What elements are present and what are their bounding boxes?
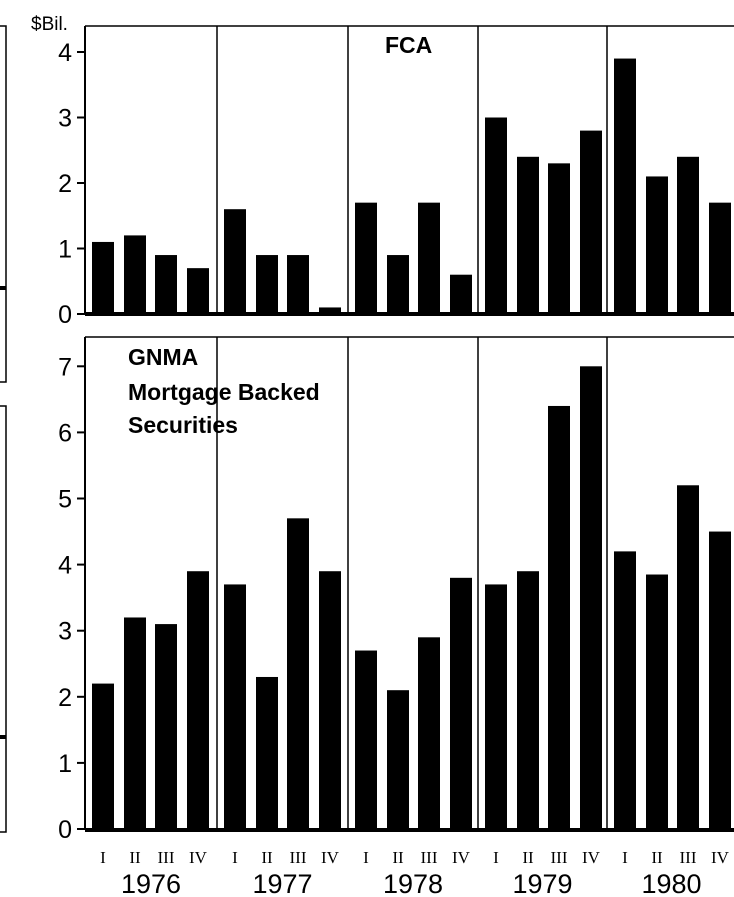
gnma-bar	[124, 617, 146, 829]
x-quarter-label: II	[651, 848, 663, 867]
gnma-y-tick-label: 1	[58, 750, 72, 778]
fca-bar	[124, 235, 146, 314]
gnma-title-line-2: Mortgage Backed	[128, 379, 320, 405]
fca-bar	[319, 307, 341, 314]
gnma-bar	[187, 571, 209, 829]
x-quarter-label: III	[551, 848, 568, 867]
fca-bar	[187, 268, 209, 314]
x-quarter-label: III	[290, 848, 307, 867]
gnma-y-tick-label: 4	[58, 552, 72, 580]
x-quarter-label: IV	[189, 848, 208, 867]
x-quarter-label: IV	[711, 848, 730, 867]
gnma-bar	[355, 650, 377, 829]
gnma-bar	[92, 683, 114, 829]
left-edge-fragments	[0, 25, 7, 833]
x-quarter-label: IV	[452, 848, 471, 867]
fca-title: FCA	[385, 32, 432, 58]
gnma-y-tick-label: 2	[58, 684, 72, 712]
x-quarter-label: III	[421, 848, 438, 867]
fca-bar	[287, 255, 309, 314]
gnma-bar	[709, 531, 731, 829]
x-quarter-label: IV	[321, 848, 340, 867]
fca-bar	[709, 202, 731, 314]
fca-bar	[155, 255, 177, 314]
x-quarter-label: I	[493, 848, 499, 867]
gnma-bar	[155, 624, 177, 829]
gnma-bar	[287, 518, 309, 829]
fca-bar	[485, 117, 507, 314]
x-year-label: 1976	[121, 869, 181, 897]
gnma-title-line-1: GNMA	[128, 344, 198, 370]
fca-bar	[450, 274, 472, 314]
gnma-bar	[580, 366, 602, 829]
fca-y-tick-label: 0	[58, 301, 72, 329]
gnma-bar	[485, 584, 507, 829]
gnma-title-line-3: Securities	[128, 412, 238, 438]
x-quarter-label: II	[129, 848, 141, 867]
fca-bar	[92, 241, 114, 314]
x-quarter-label: II	[522, 848, 534, 867]
gnma-y-tick-label: 5	[58, 486, 72, 514]
fca-bar	[517, 156, 539, 314]
y-axis-unit-label: $Bil.	[31, 14, 68, 35]
gnma-bar	[517, 571, 539, 829]
gnma-bar	[614, 551, 636, 829]
x-year-label: 1979	[512, 869, 572, 897]
gnma-bar	[256, 676, 278, 829]
fca-y-tick-label: 2	[58, 170, 72, 198]
gnma-y-tick-label: 7	[58, 353, 72, 381]
gnma-y-tick-label: 6	[58, 419, 72, 447]
fca-bar	[677, 156, 699, 314]
x-quarter-label: III	[680, 848, 697, 867]
x-year-label: 1980	[641, 869, 701, 897]
x-quarter-label: IV	[582, 848, 601, 867]
x-quarter-label: II	[261, 848, 273, 867]
x-quarter-label: II	[392, 848, 404, 867]
gnma-bar	[677, 485, 699, 829]
fca-bar	[580, 130, 602, 314]
gnma-bar	[319, 571, 341, 829]
fca-bar	[355, 202, 377, 314]
x-quarter-label: I	[232, 848, 238, 867]
fca-bar	[387, 255, 409, 314]
x-quarter-label: I	[363, 848, 369, 867]
x-quarter-label: I	[622, 848, 628, 867]
fca-y-tick-label: 4	[58, 39, 72, 67]
gnma-bar	[450, 577, 472, 829]
x-year-label: 1977	[252, 869, 312, 897]
x-year-label: 1978	[383, 869, 443, 897]
gnma-bar	[548, 405, 570, 829]
fca-bar	[614, 58, 636, 314]
fca-panel: 0 1 2 3 4	[58, 25, 734, 329]
gnma-bar	[224, 584, 246, 829]
x-quarter-label: III	[158, 848, 175, 867]
fca-y-tick-label: 1	[58, 236, 72, 264]
x-quarter-label: I	[100, 848, 106, 867]
fca-bar	[548, 163, 570, 314]
fca-bar	[646, 176, 668, 314]
gnma-bar	[646, 574, 668, 829]
gnma-bar	[387, 690, 409, 829]
fca-bar	[418, 202, 440, 314]
gnma-bar	[418, 637, 440, 829]
gnma-y-tick-label: 3	[58, 618, 72, 646]
gnma-panel: 0 1 2 3 4 5 6 7	[58, 336, 734, 844]
gnma-y-tick-label: 0	[58, 816, 72, 844]
fca-bar	[256, 255, 278, 314]
fca-bar	[224, 209, 246, 314]
fca-y-tick-label: 3	[58, 105, 72, 133]
